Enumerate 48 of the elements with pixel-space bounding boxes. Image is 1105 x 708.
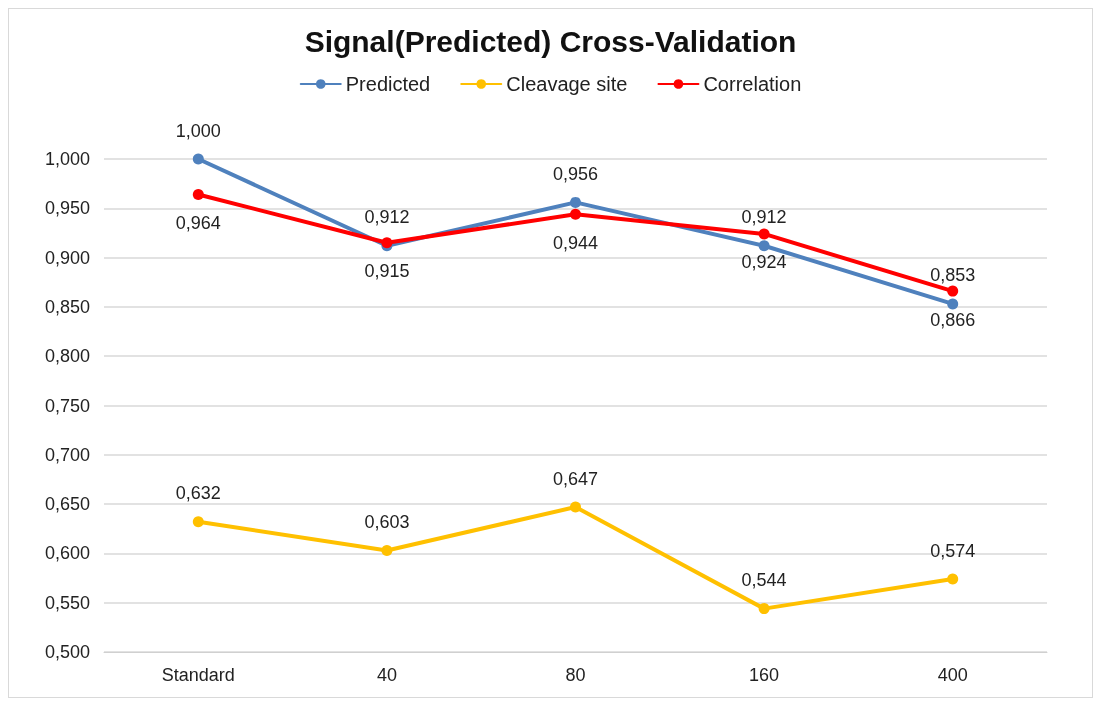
data-label: 0,956 — [552, 163, 599, 184]
point — [570, 501, 581, 513]
point — [947, 573, 959, 585]
y-tick-label: 0,850 — [44, 296, 90, 317]
x-tick-label: 40 — [376, 665, 397, 685]
y-tick-label: 0,800 — [44, 346, 90, 367]
legend-label: Predicted — [345, 73, 431, 95]
data-label: 0,574 — [930, 540, 976, 561]
x-tick-label: 400 — [937, 665, 968, 685]
chart-title: Signal(Predicted) Cross-Validation — [304, 24, 797, 58]
data-label: 0,944 — [552, 232, 599, 253]
y-tick-label: 0,900 — [44, 247, 90, 268]
data-label: 0,866 — [930, 309, 976, 330]
y-tick-label: 0,550 — [44, 592, 90, 613]
x-tick-label: 80 — [565, 665, 586, 685]
data-label: 0,544 — [741, 570, 787, 591]
data-label: 0,912 — [741, 207, 787, 228]
point — [947, 285, 959, 297]
point — [192, 153, 204, 165]
point — [570, 208, 581, 220]
point — [947, 298, 959, 310]
data-label: 0,964 — [175, 213, 221, 233]
data-label: 1,000 — [175, 120, 221, 141]
point — [758, 603, 770, 615]
data-label: 0,853 — [930, 265, 976, 286]
legend-label: Correlation — [703, 73, 802, 95]
x-tick-label: Standard — [161, 665, 235, 685]
point — [758, 240, 770, 252]
data-label: 0,915 — [364, 261, 410, 282]
y-tick-label: 0,700 — [44, 444, 90, 465]
data-label: 0,912 — [364, 207, 410, 228]
y-tick-label: 0,600 — [44, 543, 90, 564]
y-tick-label: 0,750 — [44, 395, 90, 416]
y-tick-label: 1,000 — [44, 149, 90, 169]
point — [758, 228, 770, 240]
data-label: 0,603 — [364, 511, 410, 532]
data-label: 0,647 — [552, 468, 599, 489]
point — [192, 516, 204, 528]
data-label: 0,924 — [741, 252, 787, 273]
y-tick-label: 0,650 — [44, 494, 90, 515]
point — [381, 544, 393, 556]
legend-label: Cleavage site — [506, 73, 628, 95]
point — [192, 189, 204, 200]
x-tick-label: 160 — [749, 665, 780, 685]
data-label: 0,632 — [175, 483, 221, 504]
y-tick-label: 0,950 — [44, 198, 90, 219]
point — [570, 196, 581, 208]
y-tick-label: 0,500 — [44, 642, 90, 662]
